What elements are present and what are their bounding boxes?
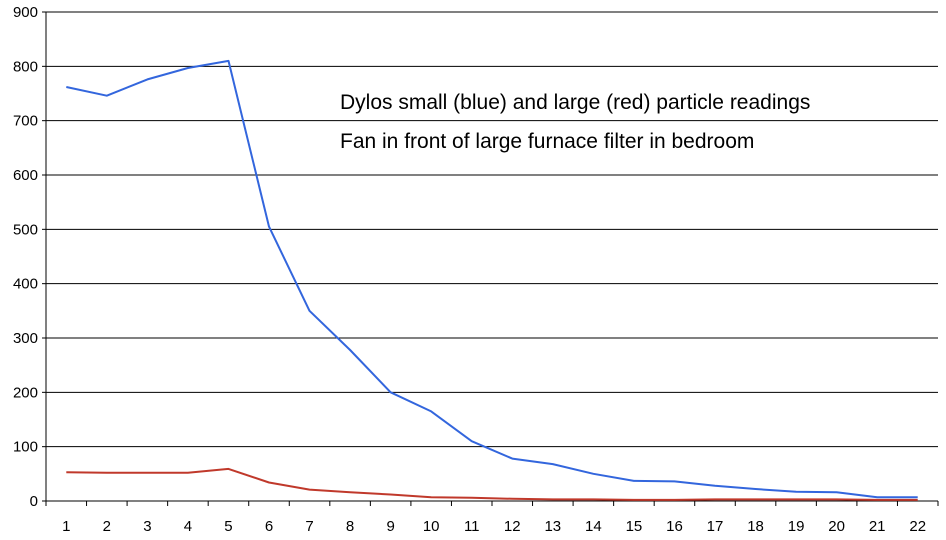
series-line-2 (66, 467, 918, 501)
series-line-1 (66, 59, 918, 499)
y-tick-label: 600 (13, 167, 38, 184)
annotation-line-1: Dylos small (blue) and large (red) parti… (340, 91, 810, 114)
x-tick-label: 13 (544, 518, 561, 535)
y-tick-label: 500 (13, 221, 38, 238)
y-tick-label: 800 (13, 58, 38, 75)
x-tick-label: 2 (103, 518, 111, 535)
y-tick-label: 0 (30, 493, 38, 510)
y-tick-label: 100 (13, 439, 38, 456)
y-tick-label: 300 (13, 330, 38, 347)
x-tick-label: 6 (265, 518, 273, 535)
gridlines (46, 11, 938, 448)
y-tick-label: 900 (13, 4, 38, 21)
x-tick-label: 12 (504, 518, 521, 535)
x-tick-label: 3 (143, 518, 151, 535)
x-tick-label: 11 (464, 518, 480, 535)
x-tick-label: 21 (869, 518, 886, 535)
x-tick-label: 1 (62, 518, 70, 535)
x-tick-label: 9 (386, 518, 394, 535)
x-tick-label: 7 (305, 518, 313, 535)
y-tick-label: 200 (13, 384, 38, 401)
x-tick-label: 16 (666, 518, 683, 535)
x-tick-label: 20 (828, 518, 845, 535)
x-tick-label: 8 (346, 518, 354, 535)
y-tick-label: 400 (13, 276, 38, 293)
x-tick-label: 10 (423, 518, 440, 535)
x-tick-label: 19 (788, 518, 805, 535)
annotation-line-2: Fan in front of large furnace filter in … (340, 130, 754, 153)
axes (42, 11, 939, 506)
series-lines (66, 59, 918, 501)
x-tick-label: 14 (585, 518, 602, 535)
x-tick-label: 15 (626, 518, 643, 535)
y-tick-label: 700 (13, 113, 38, 130)
x-tick-label: 18 (747, 518, 764, 535)
x-tick-label: 17 (707, 518, 724, 535)
x-tick-label: 22 (909, 518, 926, 535)
x-tick-label: 4 (184, 518, 192, 535)
x-tick-label: 5 (224, 518, 232, 535)
